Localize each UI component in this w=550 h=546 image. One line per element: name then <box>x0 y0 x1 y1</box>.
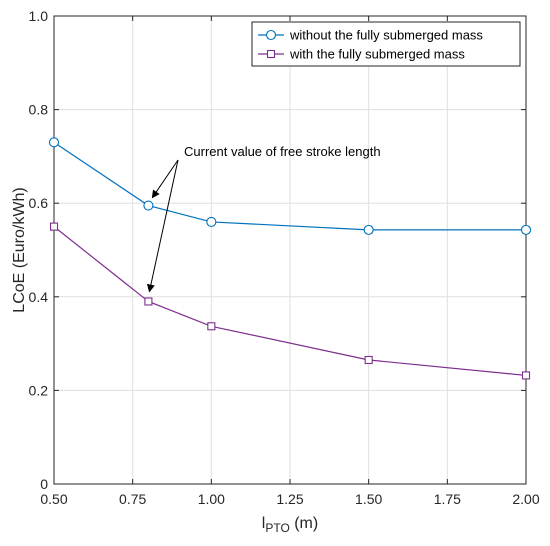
legend-marker <box>265 29 277 41</box>
legend-marker <box>266 49 276 59</box>
y-tick-label: 0 <box>40 476 48 492</box>
x-axis-label-unit: (m) <box>290 515 318 532</box>
y-tick-label: 0.4 <box>29 289 49 305</box>
x-axis-label: lPTO (m) <box>262 515 318 535</box>
legend-item-2: with the fully submerged mass <box>258 47 465 62</box>
data-point <box>48 137 60 148</box>
x-tick-label: 1.50 <box>355 491 382 507</box>
annotation-arrow <box>146 159 179 293</box>
x-tick-label: 0.50 <box>40 491 67 507</box>
x-tick-label: 0.75 <box>119 491 146 507</box>
data-point <box>364 355 373 365</box>
data-point <box>206 216 217 227</box>
legend-label: with the fully submerged mass <box>289 47 465 62</box>
y-axis-label: LCoE (Euro/kWh) <box>11 187 28 312</box>
annotation-text: Current value of free stroke length <box>184 144 381 159</box>
legend-label: without the fully submerged mass <box>289 28 483 43</box>
series-2 <box>49 222 531 380</box>
x-tick-label: 2.00 <box>512 491 539 507</box>
y-tick-label: 0.6 <box>29 195 49 211</box>
data-point <box>49 222 59 231</box>
annotation: Current value of free stroke length <box>146 144 381 293</box>
annotation-arrow <box>151 159 179 199</box>
data-point <box>144 297 153 306</box>
x-tick-label: 1.25 <box>276 491 303 507</box>
y-tick-label: 0.8 <box>29 102 49 118</box>
data-point <box>520 224 532 235</box>
data-point <box>363 224 374 235</box>
data-point <box>207 322 216 331</box>
x-axis-label-subscript: PTO <box>265 521 289 535</box>
data-point <box>521 371 531 380</box>
x-tick-label: 1.75 <box>434 491 461 507</box>
y-axis: 0 0.2 0.4 0.6 0.8 1.0 <box>29 8 526 492</box>
legend: without the fully submerged mass with the… <box>251 21 521 67</box>
y-tick-label: 0.2 <box>29 382 49 398</box>
x-tick-label: 1.00 <box>198 491 225 507</box>
x-axis-label-main: l <box>262 515 266 532</box>
series-1 <box>48 137 532 235</box>
data-point <box>143 200 154 211</box>
y-tick-label: 1.0 <box>29 8 49 24</box>
legend-box <box>251 21 521 67</box>
x-axis: 0.50 0.75 1.00 1.25 1.50 1.75 2.00 <box>40 16 540 507</box>
legend-item-1: without the fully submerged mass <box>258 28 483 43</box>
series-layer <box>48 137 532 380</box>
